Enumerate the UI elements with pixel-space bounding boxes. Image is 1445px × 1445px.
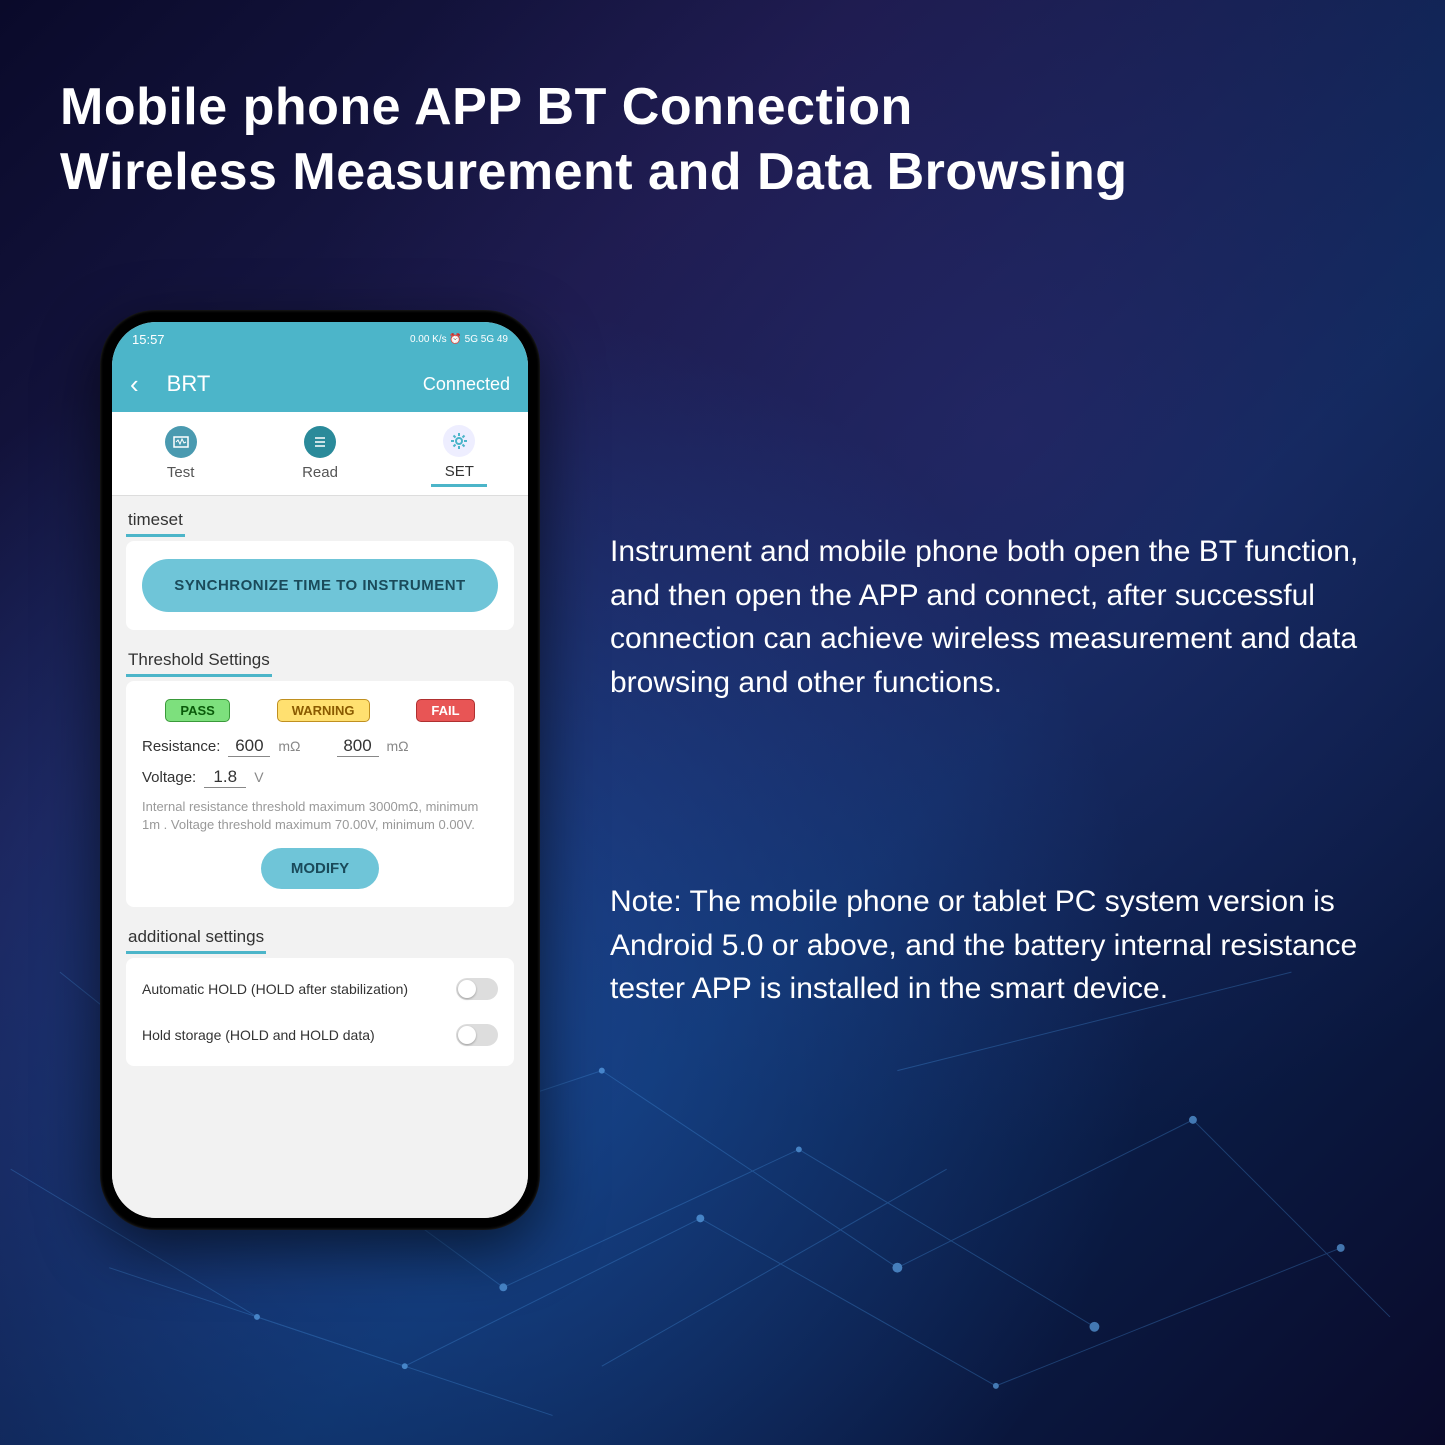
status-time: 15:57 xyxy=(132,332,165,347)
hold-storage-label: Hold storage (HOLD and HOLD data) xyxy=(142,1026,456,1044)
hold-storage-row: Hold storage (HOLD and HOLD data) xyxy=(142,1012,498,1058)
pass-badge: PASS xyxy=(165,699,229,722)
additional-card: Automatic HOLD (HOLD after stabilization… xyxy=(126,958,514,1066)
app-header: ‹ BRT Connected xyxy=(112,356,528,412)
threshold-section: Threshold Settings PASS WARNING FAIL Res… xyxy=(126,644,514,907)
additional-label: additional settings xyxy=(126,921,266,954)
threshold-card: PASS WARNING FAIL Resistance: 600 mΩ 800… xyxy=(126,681,514,907)
auto-hold-toggle[interactable] xyxy=(456,978,498,1000)
threshold-label: Threshold Settings xyxy=(126,644,272,677)
timeset-card: SYNCHRONIZE TIME TO INSTRUMENT xyxy=(126,541,514,630)
gear-icon xyxy=(443,425,475,457)
timeset-label: timeset xyxy=(126,504,185,537)
hold-storage-toggle[interactable] xyxy=(456,1024,498,1046)
content-area: timeset SYNCHRONIZE TIME TO INSTRUMENT T… xyxy=(112,496,528,1218)
phone-mockup: 15:57 0.00 K/s ⏰ 5G 5G 49 ‹ BRT Connecte… xyxy=(100,310,540,1230)
tab-set[interactable]: SET xyxy=(431,421,487,487)
tab-test[interactable]: Test xyxy=(153,422,209,485)
connection-status: Connected xyxy=(423,374,510,395)
voltage-unit: V xyxy=(254,769,263,785)
tab-test-label: Test xyxy=(167,464,195,481)
auto-hold-label: Automatic HOLD (HOLD after stabilization… xyxy=(142,980,456,998)
additional-section: additional settings Automatic HOLD (HOLD… xyxy=(126,921,514,1066)
test-icon xyxy=(165,426,197,458)
tab-read[interactable]: Read xyxy=(290,422,350,485)
resistance-input-1[interactable]: 600 xyxy=(228,736,270,757)
auto-hold-row: Automatic HOLD (HOLD after stabilization… xyxy=(142,966,498,1012)
resistance-unit-2: mΩ xyxy=(387,738,409,754)
voltage-row: Voltage: 1.8 V xyxy=(142,767,498,788)
sync-time-button[interactable]: SYNCHRONIZE TIME TO INSTRUMENT xyxy=(142,559,498,612)
tab-bar: Test Read SET xyxy=(112,412,528,496)
resistance-unit-1: mΩ xyxy=(278,738,300,754)
tab-set-label: SET xyxy=(445,463,474,480)
voltage-input[interactable]: 1.8 xyxy=(204,767,246,788)
resistance-input-2[interactable]: 800 xyxy=(337,736,379,757)
resistance-row: Resistance: 600 mΩ 800 mΩ xyxy=(142,736,498,757)
status-badges: PASS WARNING FAIL xyxy=(142,699,498,722)
back-button[interactable]: ‹ xyxy=(130,369,139,400)
read-icon xyxy=(304,426,336,458)
threshold-help-text: Internal resistance threshold maximum 30… xyxy=(142,798,498,834)
note-text: Note: The mobile phone or tablet PC syst… xyxy=(610,880,1370,1011)
modify-button[interactable]: MODIFY xyxy=(261,848,379,889)
heading-line2: Wireless Measurement and Data Browsing xyxy=(60,140,1128,205)
fail-badge: FAIL xyxy=(416,699,474,722)
phone-screen: 15:57 0.00 K/s ⏰ 5G 5G 49 ‹ BRT Connecte… xyxy=(112,322,528,1218)
timeset-section: timeset SYNCHRONIZE TIME TO INSTRUMENT xyxy=(126,504,514,630)
status-bar: 15:57 0.00 K/s ⏰ 5G 5G 49 xyxy=(112,322,528,356)
status-indicators: 0.00 K/s ⏰ 5G 5G 49 xyxy=(410,334,508,345)
page-heading: Mobile phone APP BT Connection Wireless … xyxy=(60,75,1128,205)
heading-line1: Mobile phone APP BT Connection xyxy=(60,75,1128,140)
tab-read-label: Read xyxy=(302,464,338,481)
description-text: Instrument and mobile phone both open th… xyxy=(610,530,1370,704)
voltage-label: Voltage: xyxy=(142,769,196,786)
app-title: BRT xyxy=(167,371,423,397)
warning-badge: WARNING xyxy=(277,699,370,722)
resistance-label: Resistance: xyxy=(142,738,220,755)
